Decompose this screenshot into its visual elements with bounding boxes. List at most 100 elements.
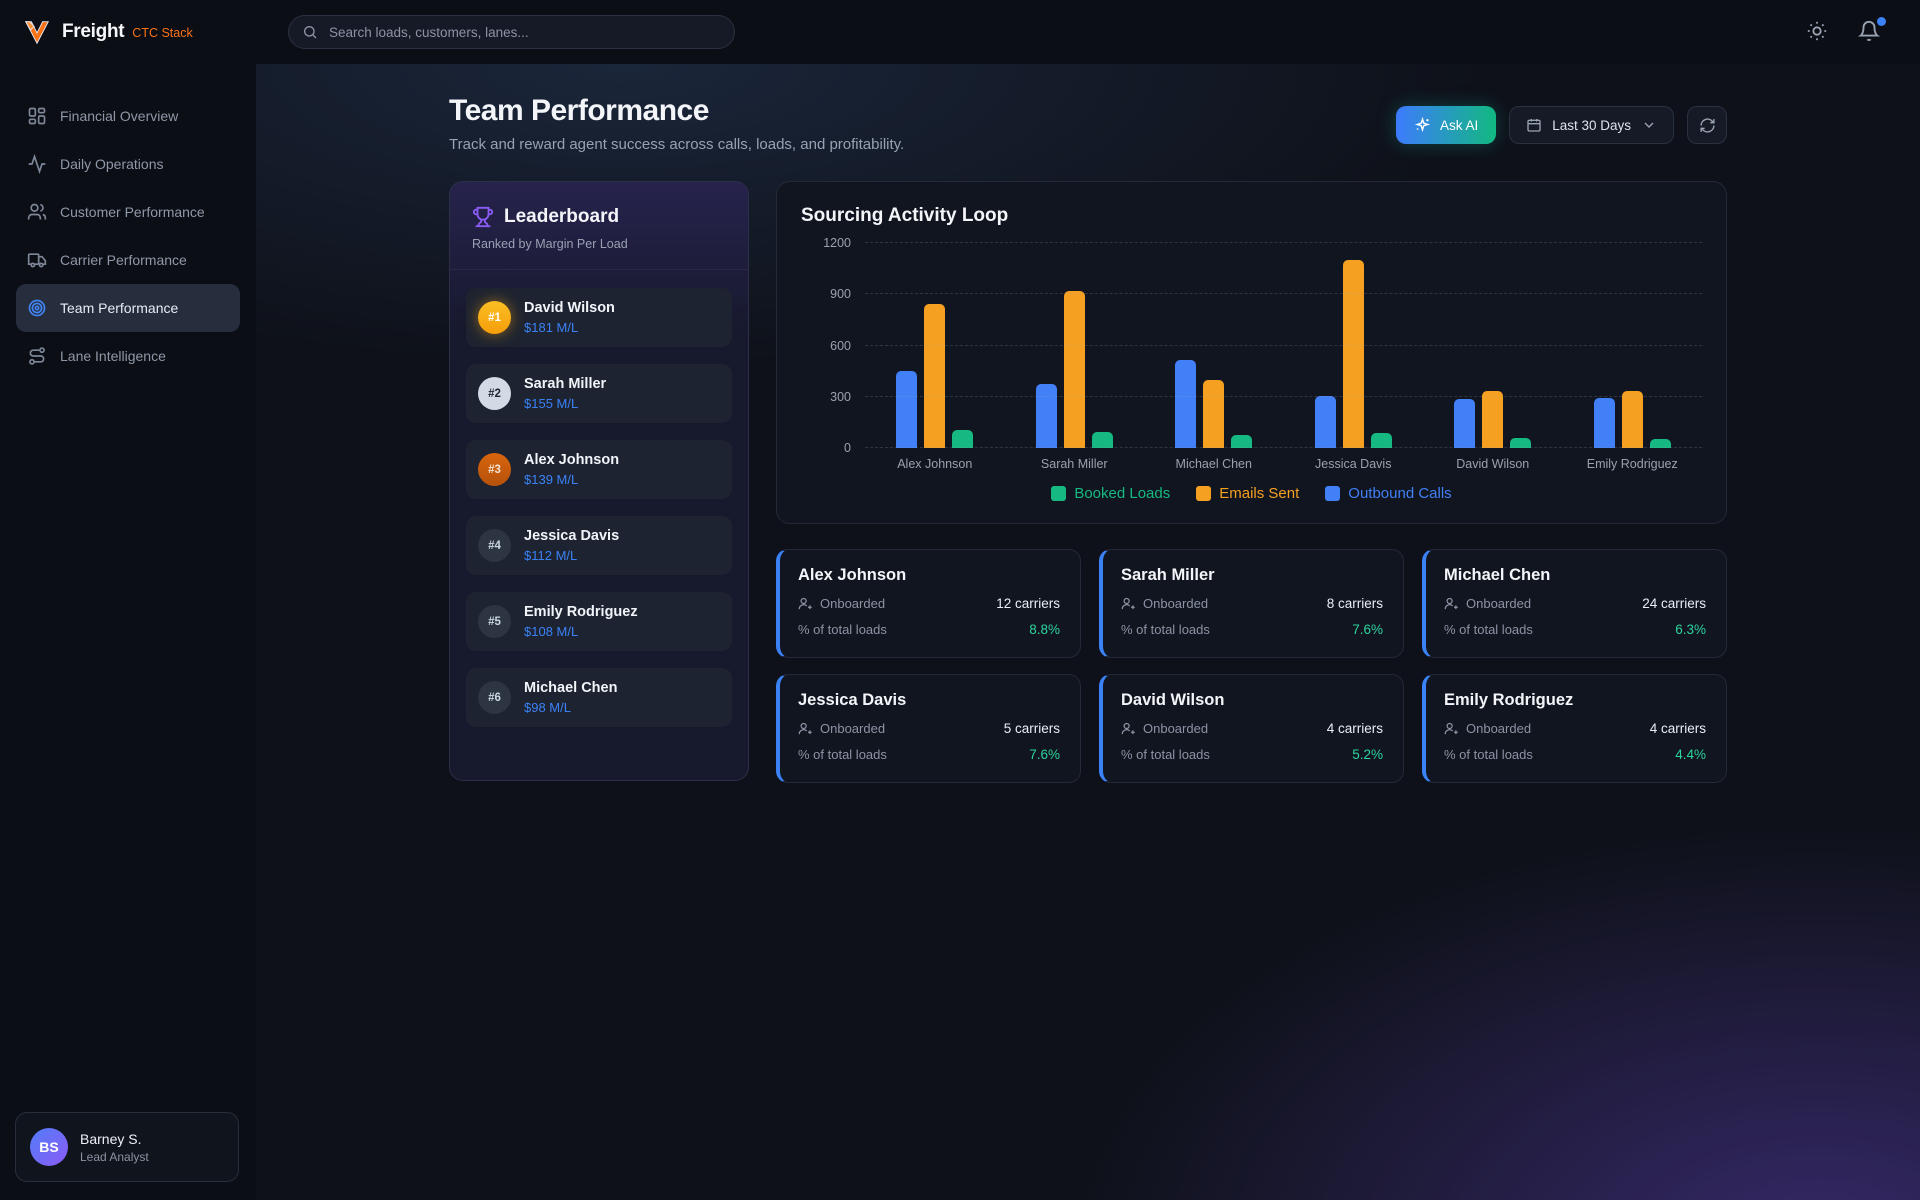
bar-emails-sent[interactable]: [1482, 390, 1504, 448]
agent-name: Sarah Miller: [524, 376, 607, 392]
user-plus-icon: [1121, 597, 1135, 610]
rank-badge: #3: [478, 453, 511, 486]
gridline: [865, 447, 1702, 448]
onboarded-label: Onboarded: [1143, 721, 1209, 736]
bar-outbound-calls[interactable]: [1314, 395, 1336, 448]
margin-per-load-value: $108 M/L: [524, 624, 579, 639]
user-plus-icon: [798, 597, 812, 610]
dashboard-icon: [27, 106, 47, 126]
rank-badge: #5: [478, 605, 511, 638]
legend-label: Outbound Calls: [1348, 485, 1452, 502]
legend-item-emails-sent[interactable]: Emails Sent: [1196, 485, 1299, 502]
bar-booked-loads[interactable]: [1510, 437, 1532, 448]
leaderboard-entry[interactable]: #6 Michael Chen $98 M/L: [466, 668, 732, 727]
agent-name: Michael Chen: [524, 680, 618, 696]
agent-name: Michael Chen: [1444, 566, 1551, 584]
search-input[interactable]: [288, 15, 735, 49]
agent-name: Sarah Miller: [1121, 566, 1215, 584]
leaderboard-entry[interactable]: #3 Alex Johnson $139 M/L: [466, 440, 732, 499]
target-icon: [27, 298, 47, 318]
sidebar-item-financial-overview[interactable]: Financial Overview: [16, 92, 240, 140]
rank-badge: #1: [478, 301, 511, 334]
carriers-value: 4 carriers: [1326, 721, 1383, 736]
bar-outbound-calls[interactable]: [1175, 360, 1197, 448]
bar-booked-loads[interactable]: [952, 430, 974, 448]
agent-name: David Wilson: [524, 300, 615, 316]
notifications-button[interactable]: [1857, 17, 1886, 44]
sidebar-item-daily-operations[interactable]: Daily Operations: [16, 140, 240, 188]
onboarded-label: Onboarded: [1466, 721, 1532, 736]
carriers-value: 5 carriers: [1003, 721, 1060, 736]
leaderboard-entry[interactable]: #4 Jessica Davis $112 M/L: [466, 516, 732, 575]
sidebar-item-customer-performance[interactable]: Customer Performance: [16, 188, 240, 236]
percent-value: 5.2%: [1352, 747, 1383, 762]
bar-booked-loads[interactable]: [1370, 432, 1392, 448]
agent-name: Emily Rodriguez: [524, 604, 638, 620]
leaderboard-subtitle: Ranked by Margin Per Load: [472, 237, 628, 251]
chart-y-axis: 0 300 600 900 1200: [801, 236, 865, 455]
legend-item-booked-loads[interactable]: Booked Loads: [1051, 485, 1170, 502]
bar-booked-loads[interactable]: [1231, 435, 1253, 448]
bar-emails-sent[interactable]: [1621, 390, 1643, 448]
agent-stat-card: Jessica Davis Onboarded 5 carriers % of …: [776, 674, 1081, 783]
percent-value: 7.6%: [1352, 622, 1383, 637]
bar-booked-loads[interactable]: [1091, 431, 1113, 448]
sidebar-item-lane-intelligence[interactable]: Lane Intelligence: [16, 332, 240, 380]
truck-icon: [27, 250, 47, 270]
refresh-button[interactable]: [1687, 106, 1727, 144]
bar-group-emily-rodriguez: [1563, 243, 1703, 448]
y-tick-label: 900: [830, 287, 851, 302]
bar-outbound-calls[interactable]: [1035, 383, 1057, 448]
legend-item-outbound-calls[interactable]: Outbound Calls: [1325, 485, 1452, 502]
x-tick-label: Sarah Miller: [1040, 457, 1108, 471]
user-name: Barney S.: [80, 1130, 142, 1147]
onboarded-label: Onboarded: [1466, 596, 1532, 611]
bar-outbound-calls[interactable]: [896, 371, 918, 448]
leaderboard-entry[interactable]: #1 David Wilson $181 M/L: [466, 288, 732, 347]
percent-value: 8.8%: [1029, 622, 1060, 637]
user-profile-card[interactable]: BS Barney S. Lead Analyst: [15, 1112, 239, 1182]
margin-per-load-value: $155 M/L: [524, 396, 579, 411]
sidebar-item-carrier-performance[interactable]: Carrier Performance: [16, 236, 240, 284]
brand-name: Freight: [62, 21, 125, 42]
x-tick-label: David Wilson: [1456, 457, 1530, 471]
theme-toggle-button[interactable]: [1806, 20, 1830, 44]
sidebar-item-label: Financial Overview: [60, 108, 179, 124]
notifications-bell-icon: [1857, 21, 1881, 42]
bar-group-jessica-davis: [1284, 243, 1424, 448]
y-tick-label: 0: [844, 441, 851, 455]
bar-emails-sent[interactable]: [1342, 260, 1364, 448]
ask-ai-button[interactable]: Ask AI: [1395, 106, 1497, 144]
sidebar: Financial Overview Daily Operations Cust…: [0, 64, 256, 1200]
agent-name: Jessica Davis: [524, 528, 620, 544]
main-content: Team Performance Track and reward agent …: [256, 64, 1920, 1200]
leaderboard-entry[interactable]: #2 Sarah Miller $155 M/L: [466, 364, 732, 423]
bar-outbound-calls[interactable]: [1454, 399, 1476, 448]
bar-booked-loads[interactable]: [1649, 439, 1671, 448]
carriers-value: 12 carriers: [996, 596, 1060, 611]
x-tick-label: Emily Rodriguez: [1586, 457, 1678, 471]
bar-group-alex-johnson: [865, 243, 1005, 448]
legend-swatch: [1325, 486, 1341, 501]
page-title: Team Performance: [449, 94, 709, 127]
chart-bar-groups: [865, 243, 1702, 448]
date-range-label: Last 30 Days: [1552, 117, 1631, 133]
percent-value: 4.4%: [1675, 747, 1706, 762]
date-range-dropdown[interactable]: Last 30 Days: [1509, 106, 1674, 144]
bar-outbound-calls[interactable]: [1593, 398, 1615, 448]
gridline: [865, 293, 1702, 295]
agent-stat-card: Emily Rodriguez Onboarded 4 carriers % o…: [1422, 674, 1727, 783]
x-tick-label: Michael Chen: [1175, 457, 1252, 471]
legend-label: Emails Sent: [1219, 485, 1300, 502]
brand: Freight CTC Stack: [0, 17, 256, 47]
user-plus-icon: [1121, 722, 1135, 735]
sidebar-nav: Financial Overview Daily Operations Cust…: [0, 64, 256, 380]
sidebar-item-team-performance[interactable]: Team Performance: [16, 284, 240, 332]
agent-stat-card: Alex Johnson Onboarded 12 carriers % of …: [776, 549, 1081, 658]
y-tick-label: 1200: [823, 236, 851, 250]
bar-emails-sent[interactable]: [1203, 379, 1225, 448]
bar-emails-sent[interactable]: [1063, 290, 1085, 448]
leaderboard-entry[interactable]: #5 Emily Rodriguez $108 M/L: [466, 592, 732, 651]
gridline: [865, 395, 1702, 397]
bar-emails-sent[interactable]: [924, 303, 946, 448]
